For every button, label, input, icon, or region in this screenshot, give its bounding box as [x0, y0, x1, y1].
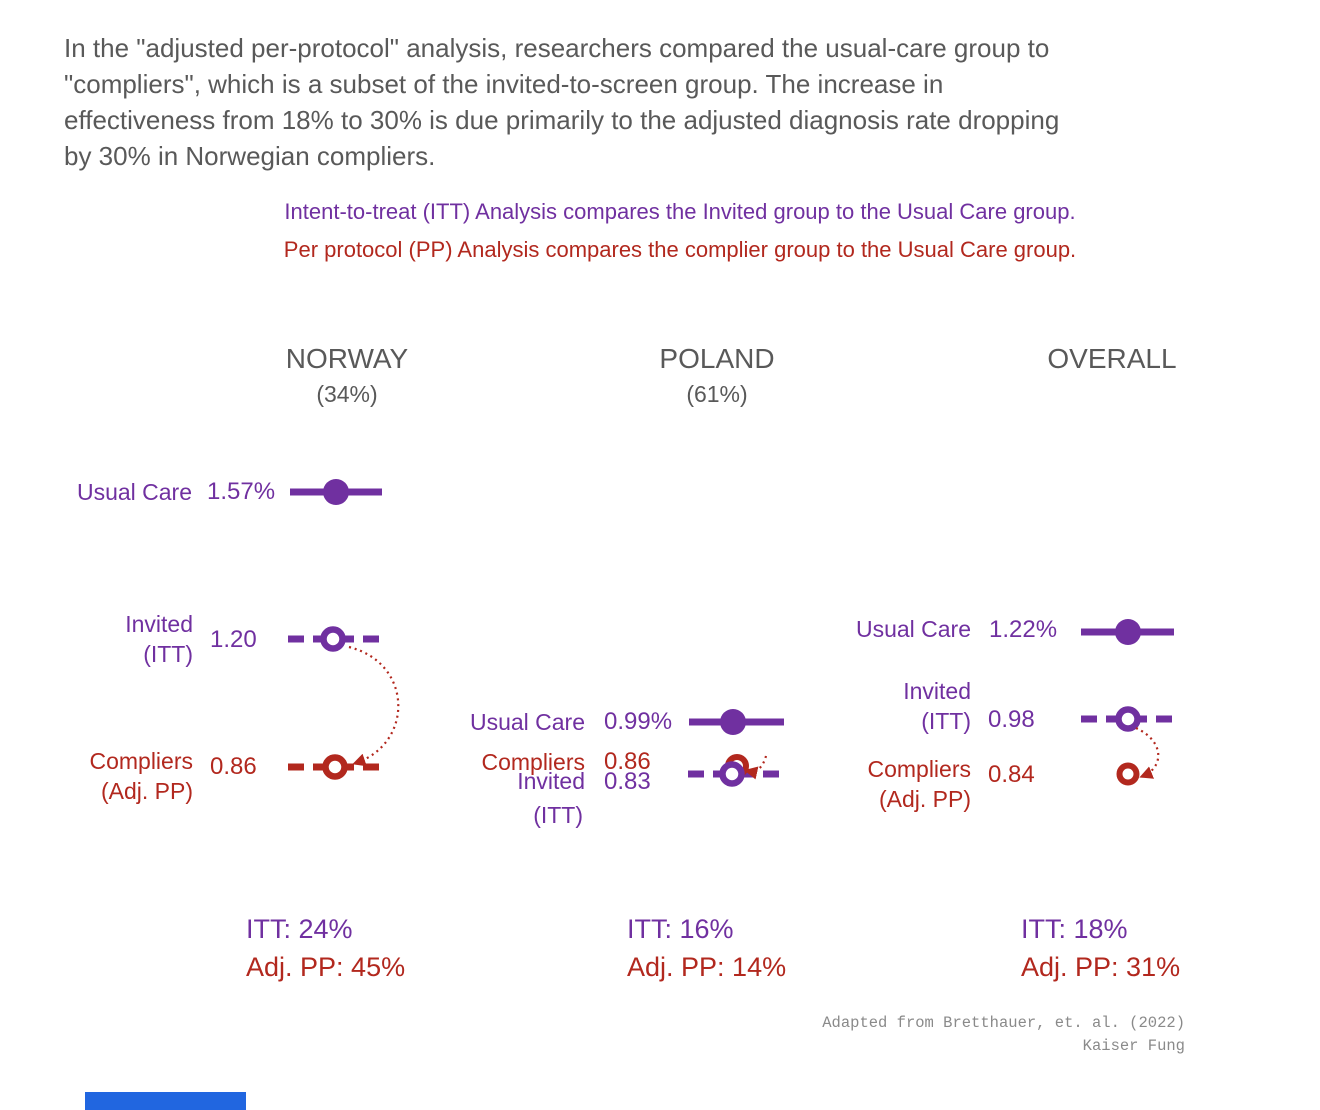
norway-usual-care-label: Usual Care: [76, 479, 192, 505]
intro-line-2: "compliers", which is a subset of the in…: [64, 69, 944, 99]
poland-usual-care-label: Usual Care: [469, 709, 585, 735]
norway-compliers-marker: [288, 754, 382, 780]
norway-invited-value: 1.20: [210, 626, 257, 653]
attribution: Adapted from Bretthauer, et. al. (2022) …: [700, 1012, 1185, 1058]
poland-itt-summary: ITT: 16%: [627, 914, 734, 944]
norway-usual-care-marker: [290, 479, 382, 505]
overall-invited-value: 0.98: [988, 706, 1035, 733]
overall-pp-summary: Adj. PP: 31%: [1021, 952, 1181, 982]
column-header-poland: POLAND: [659, 343, 775, 374]
poland-compliers-label: Compliers: [481, 749, 585, 775]
legend-itt-line: Intent-to-treat (ITT) Analysis compares …: [284, 199, 1076, 224]
intro-line-1: In the "adjusted per-protocol" analysis,…: [64, 33, 1050, 63]
overall-invited-marker: [1081, 706, 1175, 732]
norway-pp-summary: Adj. PP: 45%: [246, 952, 406, 982]
overall-invited-label: Invited (ITT): [903, 678, 971, 734]
overall-usual-care-value: 1.22%: [989, 616, 1058, 643]
poland-invited-label-line2: (ITT): [533, 802, 583, 828]
poland-invited-value: 0.83: [604, 768, 651, 795]
poland-combined-marker: [688, 754, 781, 787]
norway-itt-summary: ITT: 24%: [246, 914, 353, 944]
poland-itt-to-pp-arrow: [744, 755, 768, 780]
column-subheader-poland: (61%): [686, 381, 748, 407]
intro-paragraph: In the "adjusted per-protocol" analysis,…: [64, 30, 1224, 174]
norway-invited-label: Invited (ITT): [125, 611, 193, 667]
overall-compliers-label: Compliers (Adj. PP): [867, 756, 971, 812]
norway-compliers-label: Compliers (Adj. PP): [89, 748, 193, 804]
overall-usual-care-label: Usual Care: [855, 616, 971, 642]
norway-usual-care-value: 1.57%: [207, 478, 276, 505]
column-subheader-norway: (34%): [316, 381, 378, 407]
overall-compliers-value: 0.84: [988, 761, 1035, 788]
norway-compliers-value: 0.86: [210, 753, 257, 780]
overall-usual-care-marker: [1081, 619, 1174, 645]
overall-compliers-marker: [1116, 762, 1140, 786]
legend-pp-line: Per protocol (PP) Analysis compares the …: [283, 237, 1077, 262]
norway-invited-marker: [288, 626, 382, 652]
column-header-norway: NORWAY: [285, 343, 409, 374]
poland-usual-care-marker: [689, 709, 784, 735]
column-header-overall: OVERALL: [1047, 343, 1177, 374]
attribution-line-2: Kaiser Fung: [1082, 1037, 1185, 1055]
intro-line-4: by 30% in Norwegian compliers.: [64, 141, 436, 171]
intro-line-3: effectiveness from 18% to 30% is due pri…: [64, 105, 1060, 135]
poland-invited-label: Invited: [517, 768, 585, 794]
poland-pp-summary: Adj. PP: 14%: [627, 952, 787, 982]
poland-compliers-value: 0.86: [604, 748, 651, 775]
bottom-left-blue-bar: [85, 1092, 246, 1110]
norway-itt-to-pp-arrow: [348, 645, 400, 767]
overall-itt-to-pp-arrow: [1135, 727, 1160, 779]
overall-itt-summary: ITT: 18%: [1021, 914, 1128, 944]
poland-usual-care-value: 0.99%: [604, 708, 673, 735]
attribution-line-1: Adapted from Bretthauer, et. al. (2022): [822, 1014, 1185, 1032]
